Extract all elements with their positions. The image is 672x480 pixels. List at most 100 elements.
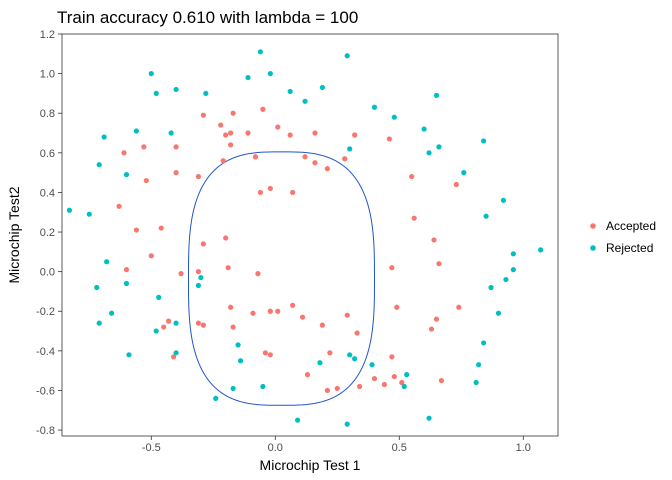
accepted-point [195, 269, 201, 275]
accepted-point [371, 375, 378, 382]
y-tick-label: 1.2 [40, 29, 55, 41]
accepted-point [324, 166, 330, 172]
rejected-point [421, 126, 427, 132]
rejected-point [66, 207, 73, 213]
accepted-point [133, 227, 139, 233]
rejected-point [148, 71, 154, 77]
rejected-point [213, 395, 219, 401]
accepted-point [267, 308, 273, 314]
accepted-point [195, 173, 201, 180]
y-tick-label: 0.0 [40, 267, 55, 279]
accepted-point [386, 136, 392, 142]
accepted-point [304, 372, 311, 378]
rejected-point [235, 342, 241, 348]
accepted-point [399, 379, 405, 386]
accepted-point [334, 385, 340, 392]
accepted-point [171, 354, 177, 360]
rejected-point [371, 104, 378, 110]
accepted-point [200, 241, 206, 247]
accepted-point [389, 354, 395, 360]
rejected-point [488, 284, 494, 291]
accepted-point [312, 160, 318, 166]
rejected-point [317, 360, 323, 366]
rejected-point [101, 134, 107, 140]
accepted-point [352, 132, 358, 138]
rejected-point [483, 213, 489, 219]
rejected-point [436, 144, 442, 150]
accepted-point [453, 181, 459, 188]
rejected-point [230, 385, 236, 392]
rejected-point [96, 162, 102, 168]
rejected-point [503, 276, 509, 283]
rejected-point [347, 146, 353, 152]
rejected-point [173, 350, 179, 356]
rejected-point [295, 417, 301, 423]
accepted-point [260, 106, 266, 112]
accepted-point [250, 310, 256, 316]
rejected-point [510, 267, 516, 273]
rejected-point [461, 170, 467, 176]
rejected-point [344, 53, 350, 59]
rejected-point [495, 310, 502, 316]
rejected-point [195, 282, 201, 289]
accepted-point [223, 235, 229, 241]
x-tick-label: 0.5 [392, 442, 407, 454]
rejected-point [126, 352, 132, 358]
accepted-point [218, 122, 224, 128]
rejected-point [156, 294, 162, 300]
rejected-point [109, 310, 115, 316]
x-tick-label: -0.5 [142, 442, 161, 454]
rejected-point [319, 84, 325, 91]
rejected-point [245, 74, 251, 81]
rejected-point [369, 362, 375, 368]
rejected-point [476, 362, 482, 368]
accepted-point [173, 170, 179, 176]
accepted-point [327, 350, 333, 356]
rejected-point [168, 130, 174, 136]
rejected-point [133, 128, 139, 134]
y-tick-label: 1.0 [40, 69, 55, 81]
rejected-point [267, 71, 273, 77]
rejected-point [401, 383, 407, 390]
accepted-point [411, 215, 417, 221]
rejected-point [153, 328, 159, 334]
accepted-point [225, 265, 231, 271]
accepted-point [257, 189, 263, 196]
accepted-point [195, 320, 201, 326]
y-tick-label: -0.8 [36, 425, 55, 437]
rejected-point [391, 114, 397, 120]
rejected-point [426, 150, 432, 156]
legend-label-accepted: Accepted [606, 219, 656, 233]
rejected-point [260, 383, 266, 390]
y-tick-label: -0.6 [36, 385, 55, 397]
accepted-point [141, 144, 147, 150]
accepted-point [230, 110, 236, 116]
rejected-point [94, 284, 100, 291]
rejected-point [473, 379, 479, 386]
accepted-point [312, 130, 318, 136]
rejected-point [257, 49, 263, 55]
rejected-point [173, 86, 179, 93]
accepted-point [431, 237, 437, 243]
rejected-point [203, 90, 209, 97]
accepted-point [166, 318, 172, 324]
accepted-point [255, 271, 261, 277]
legend: Accepted Rejected [590, 219, 656, 255]
rejected-point [104, 259, 110, 265]
y-axis-title: Microchip Test2 [6, 186, 22, 283]
accepted-point [290, 189, 296, 196]
rejected-point [123, 280, 130, 287]
rejected-point [86, 211, 92, 217]
y-axis: -0.8 -0.6 -0.4 -0.2 0.0 0.2 0.4 0.6 0.8 1.0 1.2 [36, 29, 62, 437]
rejected-point [500, 197, 507, 203]
accepted-point [436, 261, 442, 267]
accepted-point [230, 324, 236, 330]
rejected-point [153, 90, 159, 97]
rejected-point [302, 98, 308, 104]
accepted-point [123, 267, 130, 273]
accepted-point [121, 150, 127, 156]
chart-title: Train accuracy 0.610 with lambda = 100 [57, 8, 358, 27]
plot-panel [61, 33, 559, 437]
